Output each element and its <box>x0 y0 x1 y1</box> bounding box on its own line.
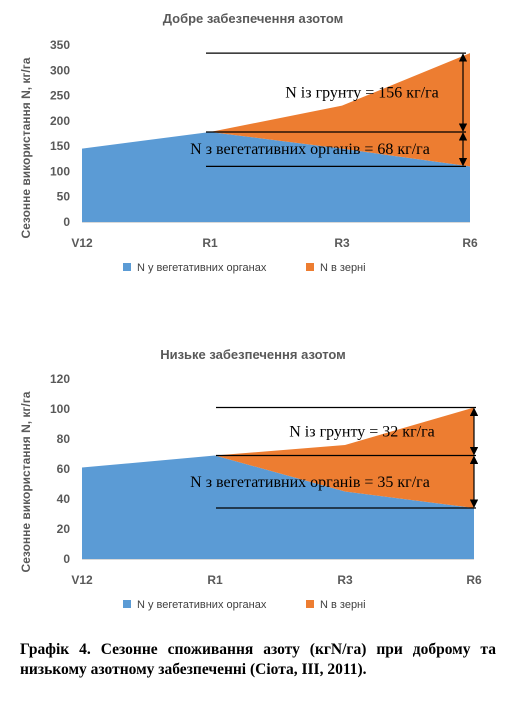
x-tick-label: R6 <box>462 236 478 250</box>
x-tick-label: R1 <box>202 236 218 250</box>
y-tick-label: 100 <box>50 164 70 178</box>
y-tick-label: 250 <box>50 89 70 103</box>
y-tick-label: 0 <box>63 552 70 566</box>
y-tick-label: 150 <box>50 139 70 153</box>
x-tick-label: R1 <box>207 573 223 587</box>
chart-title: Добре забезпечення азотом <box>163 11 344 26</box>
annotation-label: N з вегетативних органів = 35 кг/га <box>190 474 430 491</box>
legend-swatch-vegetative <box>123 263 131 271</box>
legend-label-grain: N в зерні <box>320 262 366 274</box>
series-area-grain <box>82 407 474 508</box>
y-tick-label: 40 <box>57 492 71 506</box>
y-tick-label: 120 <box>50 372 70 386</box>
legend-swatch-vegetative <box>123 600 131 608</box>
y-tick-label: 0 <box>63 215 70 229</box>
legend-label-vegetative: N у вегетативних органах <box>137 262 267 274</box>
figure: Добре забезпечення азотом Сезонне викорис… <box>19 11 482 611</box>
y-tick-label: 50 <box>57 190 71 204</box>
y-tick-label: 60 <box>57 462 71 476</box>
y-tick-label: 200 <box>50 114 70 128</box>
y-axis-label: Сезонне використання N, кг/га <box>19 57 33 238</box>
annotation-label: N з вегетативних органів = 68 кг/га <box>190 141 430 158</box>
series-area-grain <box>82 53 470 167</box>
x-tick-label: V12 <box>71 573 93 587</box>
legend-label-vegetative: N у вегетативних органах <box>137 599 267 611</box>
y-tick-label: 20 <box>57 522 71 536</box>
y-tick-label: 350 <box>50 38 70 52</box>
y-tick-label: 100 <box>50 402 70 416</box>
legend-swatch-grain <box>306 263 314 271</box>
series-area-vegetative <box>82 131 470 222</box>
x-tick-label: R6 <box>466 573 482 587</box>
x-tick-label: V12 <box>71 236 93 250</box>
y-tick-label: 300 <box>50 63 70 77</box>
chart-title: Низьке забезпечення азотом <box>160 347 346 362</box>
legend-swatch-grain <box>306 600 314 608</box>
figure-caption: Графік 4. Сезонне споживання азоту (кгN/… <box>20 641 496 678</box>
annotation-label: N із грунту = 32 кг/га <box>289 424 434 441</box>
annotation-label: N із грунту = 156 кг/га <box>285 85 438 102</box>
series-area-vegetative <box>82 455 474 559</box>
y-axis-label: Сезонне використання N, кг/га <box>19 391 33 572</box>
x-tick-label: R3 <box>334 236 350 250</box>
legend-label-grain: N в зерні <box>320 599 366 611</box>
y-tick-label: 80 <box>57 432 71 446</box>
x-tick-label: R3 <box>337 573 353 587</box>
